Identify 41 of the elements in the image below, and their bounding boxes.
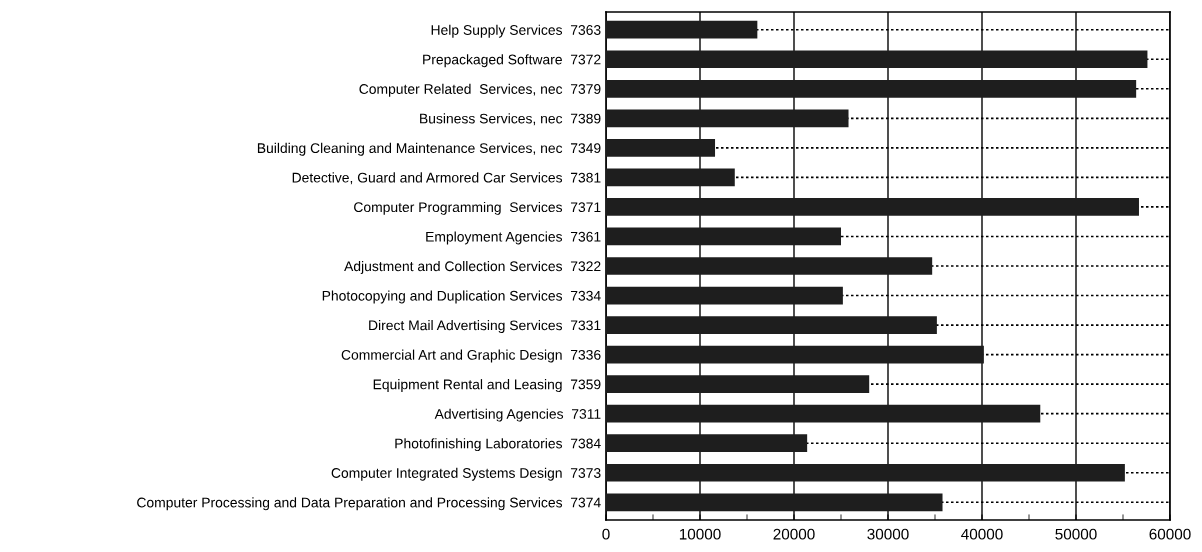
bar [606,434,808,453]
y-tick-label: Adjustment and Collection Services 7322 [344,260,601,274]
y-tick-label: Photofinishing Laboratories 7384 [395,438,601,452]
y-tick-label: Direct Mail Advertising Services 7331 [369,320,601,333]
bar [606,286,843,305]
bar [606,20,758,39]
x-tick-label: 50000 [1055,528,1097,540]
bar [606,198,1139,216]
bar [606,463,1125,482]
bar [606,493,943,512]
bar [606,345,984,364]
y-tick-label: Computer Processing and Data Preparation and Processing Services 7374 [137,497,601,511]
bar [606,375,870,393]
y-tick-label: Computer Related Services, nec 7379 [359,83,601,97]
y-tick-label: Business Services, nec 7389 [420,113,601,126]
bar [606,50,1148,69]
y-tick-label: Employment Agencies 7361 [426,231,601,245]
bar [606,79,1137,98]
y-tick-label: Help Supply Services 7363 [431,24,601,38]
y-tick-label: Computer Programming Services 7371 [354,201,601,215]
y-tick-label: Detective, Guard and Armored Car Services 7381 [292,172,601,185]
x-tick-label: 0 [602,528,610,540]
y-tick-label: Advertising Agencies 7311 [434,408,601,422]
y-tick-label: Equipment Rental and Leasing 7359 [373,379,601,393]
x-tick-label: 10000 [679,528,721,540]
bar [606,257,933,275]
x-tick-label: 20000 [773,528,815,540]
y-tick-label: Commercial Art and Graphic Design 7336 [341,349,601,363]
x-tick-label: 40000 [961,528,1003,540]
bar [606,227,841,246]
x-tick-label: 60000 [1149,528,1191,540]
bar [606,139,716,157]
y-tick-label: Computer Integrated Systems Design 7373 [331,467,601,481]
bar [606,168,735,187]
y-tick-label: Prepackaged Software 7372 [423,54,601,68]
y-tick-label: Building Cleaning and Maintenance Services, nec 7349 [257,142,601,156]
bar [606,316,937,334]
bar [606,404,1041,423]
bar [606,109,849,128]
y-tick-label: Photocopying and Duplication Services 7334 [322,290,601,304]
x-tick-label: 30000 [867,528,909,540]
